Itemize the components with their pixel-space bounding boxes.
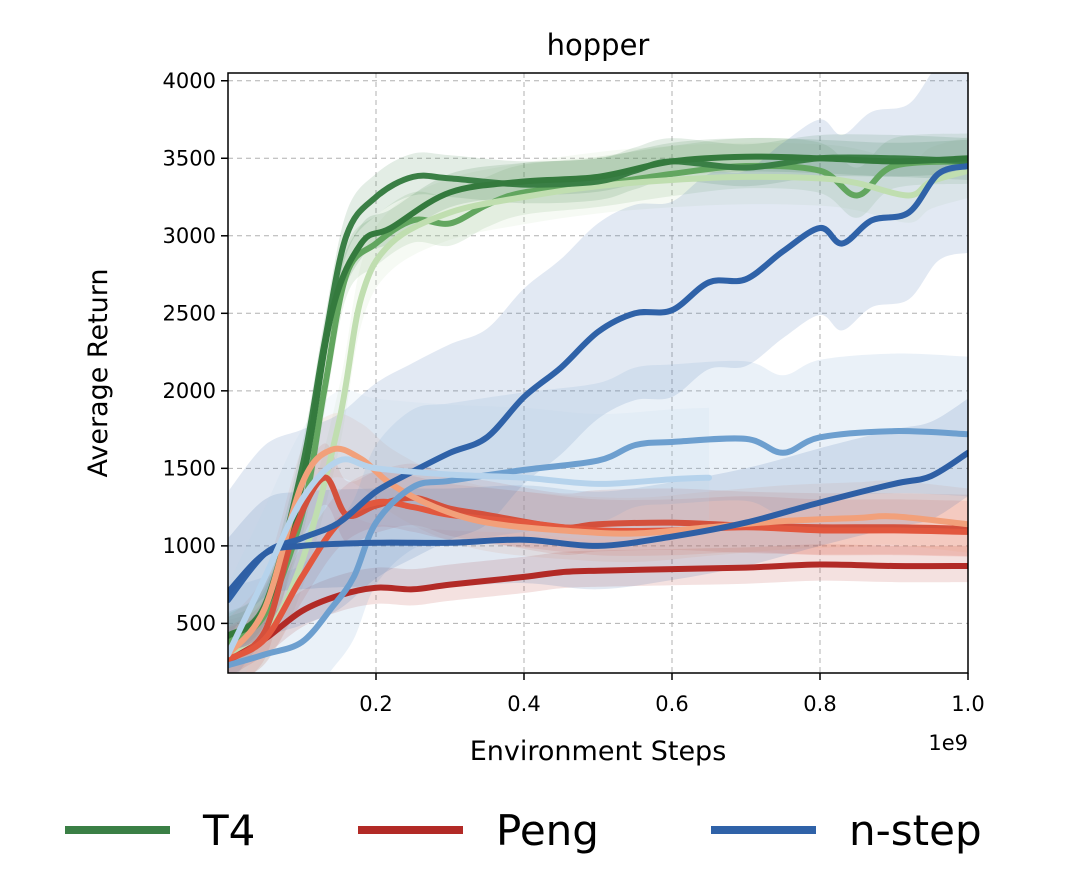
series-line-4 [228,561,968,664]
series-line-6 [228,498,968,662]
legend-label-2: n-step [849,806,982,855]
series-line-11 [228,456,712,658]
y-tick-label: 2000 [163,379,216,403]
y-axis-ticks: 500 1000 1500 2000 2500 3000 3500 4000 [163,69,228,635]
series-band-10 [228,398,968,636]
y-tick-label: 1500 [163,456,216,480]
x-tick-label: 0.2 [359,692,392,716]
series-line-8 [228,163,968,604]
series-line-9 [228,428,968,669]
legend: T4 Peng n-step [65,806,982,855]
series-line-7 [228,445,968,658]
x-tick-label: 0.6 [655,692,688,716]
series-band-8 [228,73,968,673]
y-tick-label: 1000 [163,534,216,558]
x-tick-label: 0.4 [507,692,540,716]
series-band-5 [228,443,968,673]
legend-label-1: Peng [496,806,599,855]
series-line-1 [228,167,968,658]
x-axis-offset-label: 1e9 [928,731,968,755]
series-line-10 [228,449,968,596]
series-lines [228,153,968,669]
x-tick-label: 1.0 [951,692,984,716]
series-band-0 [228,133,968,665]
series-band-4 [228,544,968,673]
x-tick-label: 0.8 [803,692,836,716]
x-axis-ticks: 0.2 0.4 0.6 0.8 1.0 [359,673,985,716]
x-axis-label: Environment Steps [470,736,727,767]
y-tick-label: 4000 [163,69,216,93]
legend-label-0: T4 [202,806,255,855]
series-band-9 [228,353,968,673]
y-tick-label: 3000 [163,224,216,248]
y-tick-label: 500 [176,611,216,635]
chart-title: hopper [547,28,650,62]
y-axis-label: Average Return [83,268,114,477]
y-tick-label: 3500 [163,146,216,170]
plot-frame [227,72,969,674]
y-tick-label: 2500 [163,301,216,325]
